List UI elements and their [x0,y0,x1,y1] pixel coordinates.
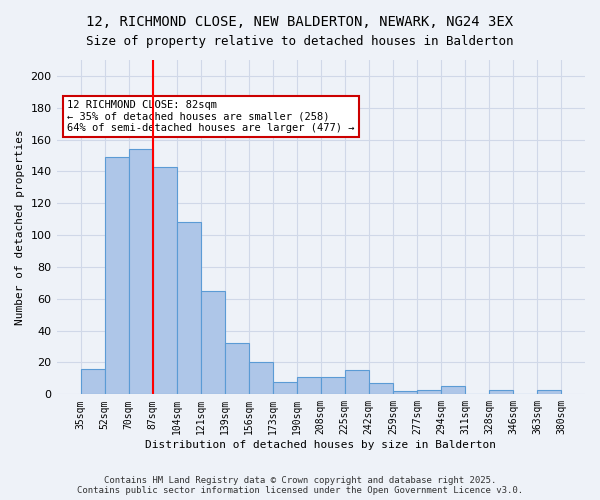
Bar [489,390,513,394]
Bar [417,390,441,394]
Bar [128,149,152,394]
Bar [345,370,369,394]
Bar [273,382,297,394]
Bar [224,344,249,394]
Bar [200,291,224,395]
Text: Contains HM Land Registry data © Crown copyright and database right 2025.
Contai: Contains HM Land Registry data © Crown c… [77,476,523,495]
Bar [152,166,176,394]
Text: 12, RICHMOND CLOSE, NEW BALDERTON, NEWARK, NG24 3EX: 12, RICHMOND CLOSE, NEW BALDERTON, NEWAR… [86,15,514,29]
Bar [80,369,104,394]
Bar [369,383,393,394]
Text: Size of property relative to detached houses in Balderton: Size of property relative to detached ho… [86,35,514,48]
Bar [537,390,561,394]
Bar [249,362,273,394]
Bar [104,157,128,394]
Text: 12 RICHMOND CLOSE: 82sqm
← 35% of detached houses are smaller (258)
64% of semi-: 12 RICHMOND CLOSE: 82sqm ← 35% of detach… [67,100,355,134]
Bar [321,377,345,394]
Bar [441,386,465,394]
Bar [393,391,417,394]
Bar [176,222,200,394]
Bar [297,377,321,394]
Y-axis label: Number of detached properties: Number of detached properties [15,130,25,325]
X-axis label: Distribution of detached houses by size in Balderton: Distribution of detached houses by size … [145,440,496,450]
